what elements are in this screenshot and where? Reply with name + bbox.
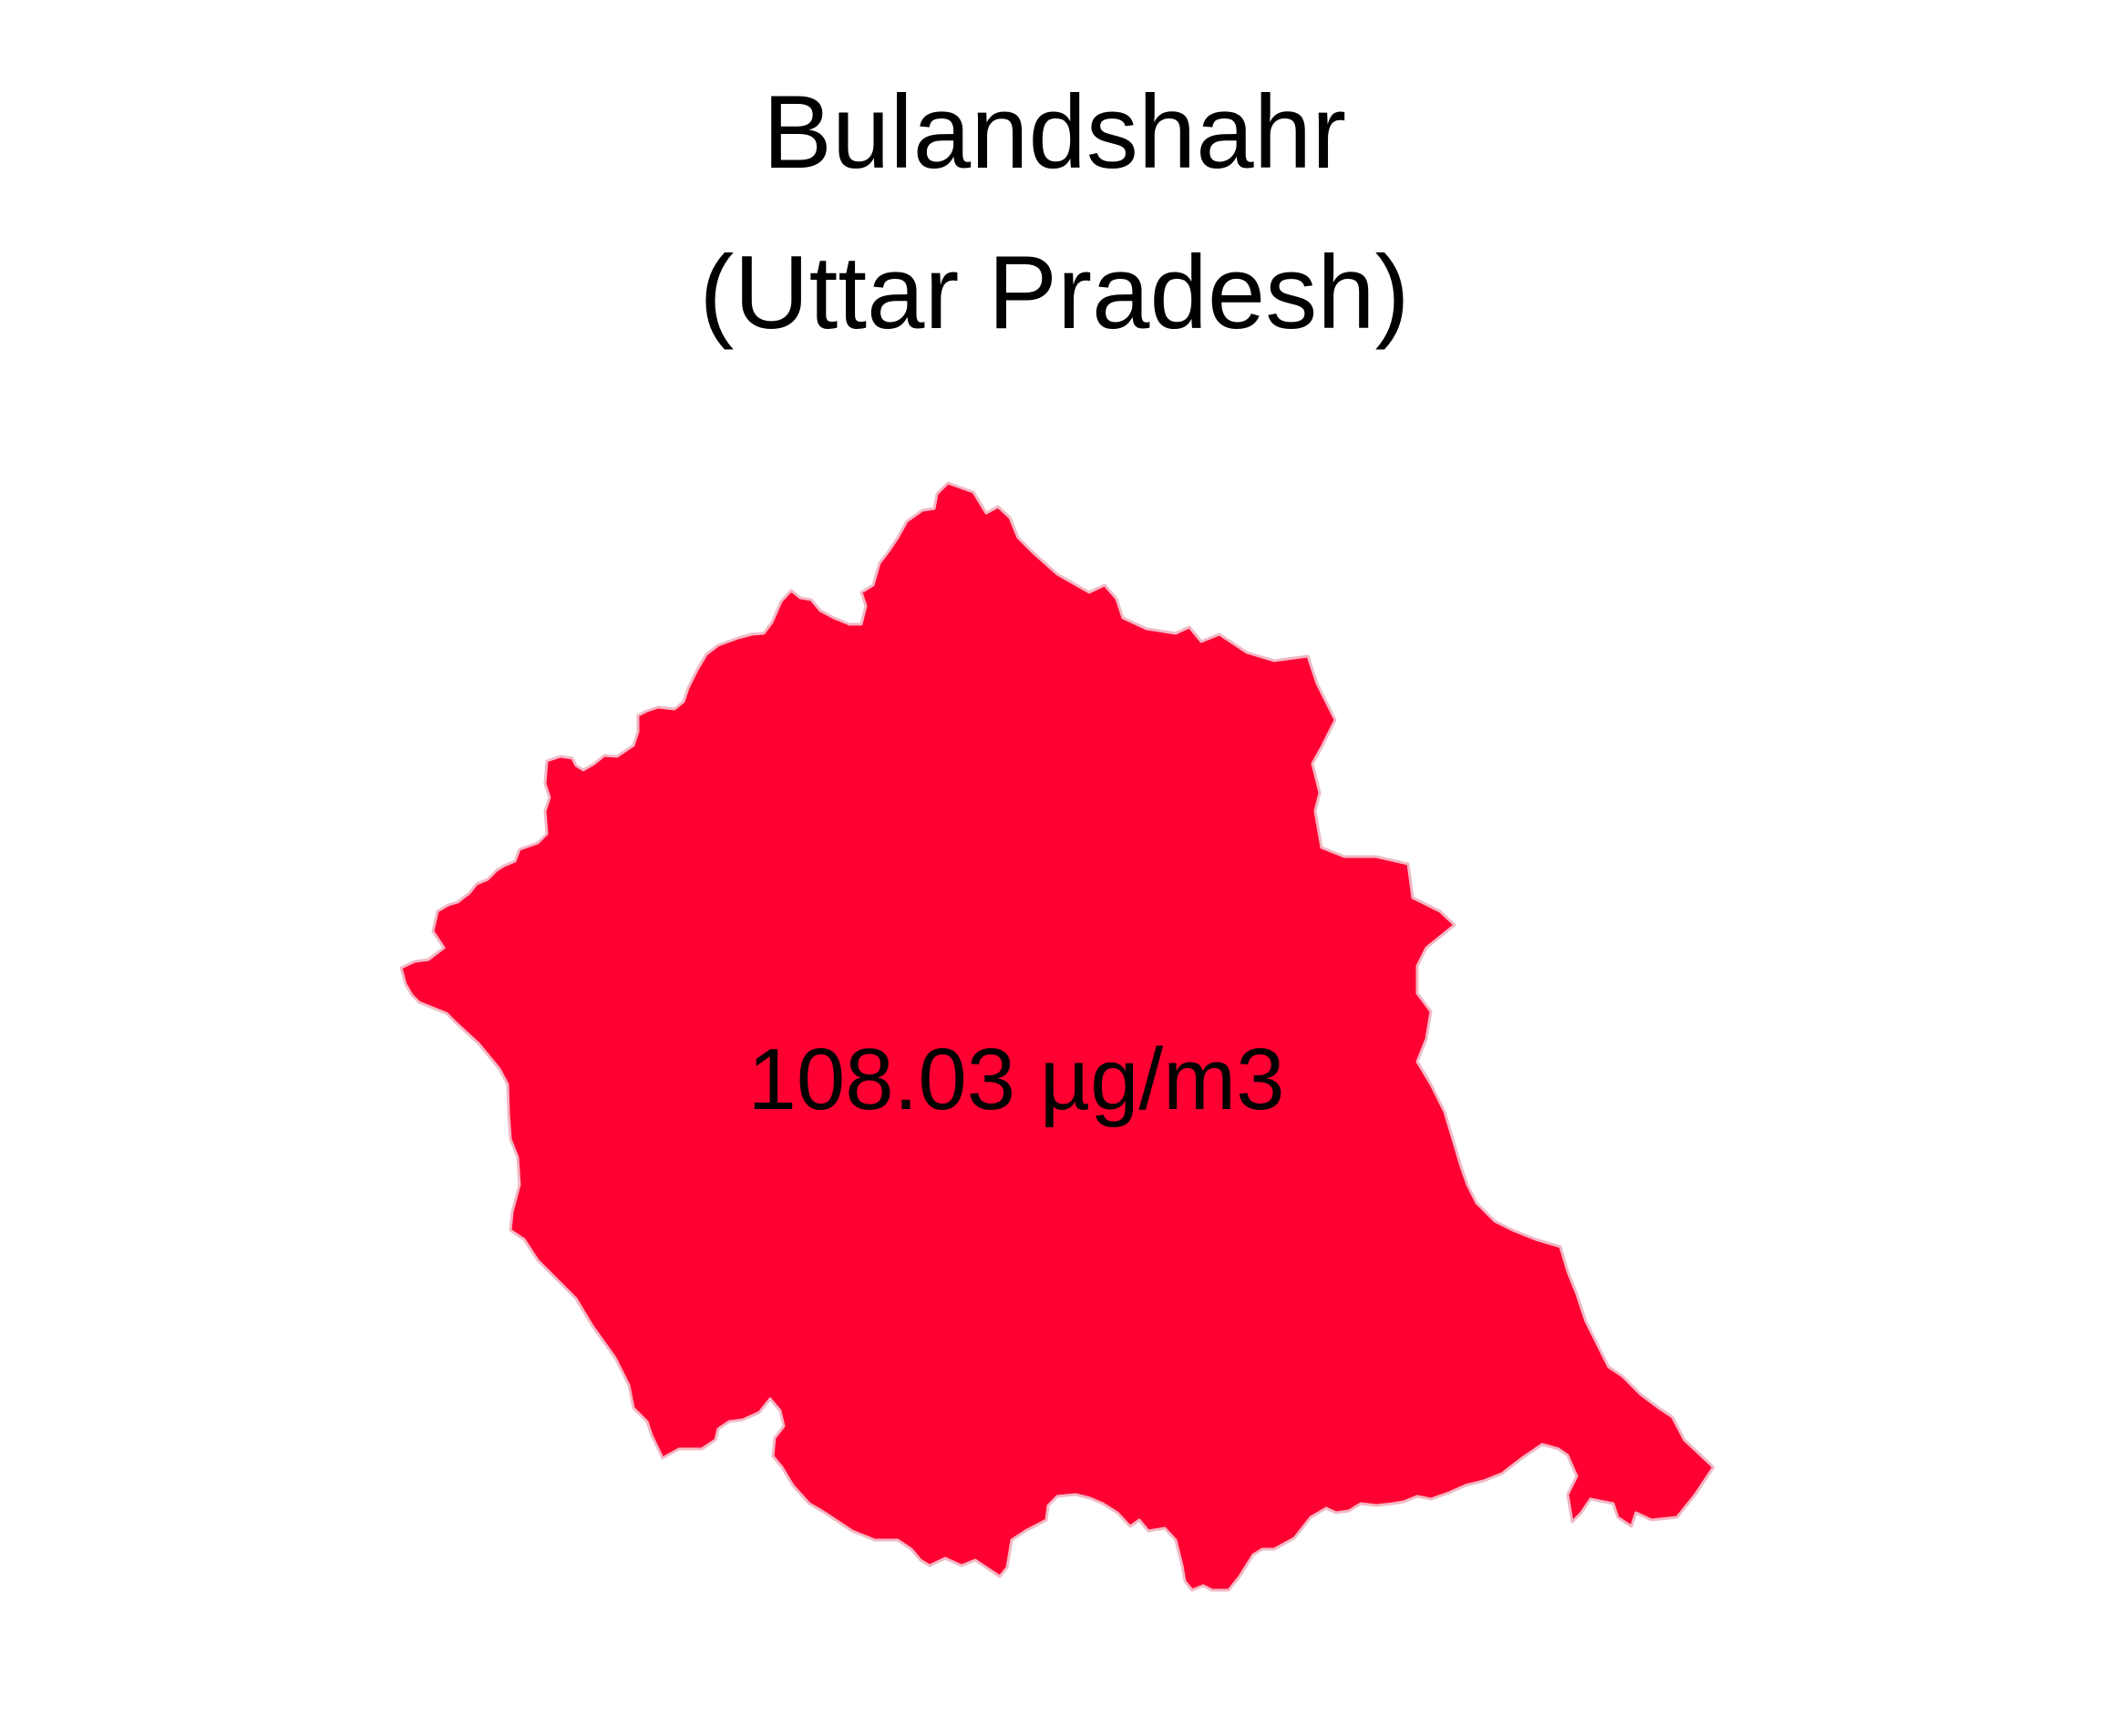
district-boundary — [399, 481, 1715, 1592]
map-title: Bulandshahr (Uttar Pradesh) — [0, 53, 2109, 374]
district-name: Bulandshahr — [762, 75, 1347, 190]
pm25-value-label: 108.03 µg/m3 — [747, 1031, 1285, 1128]
state-name: (Uttar Pradesh) — [699, 235, 1410, 351]
